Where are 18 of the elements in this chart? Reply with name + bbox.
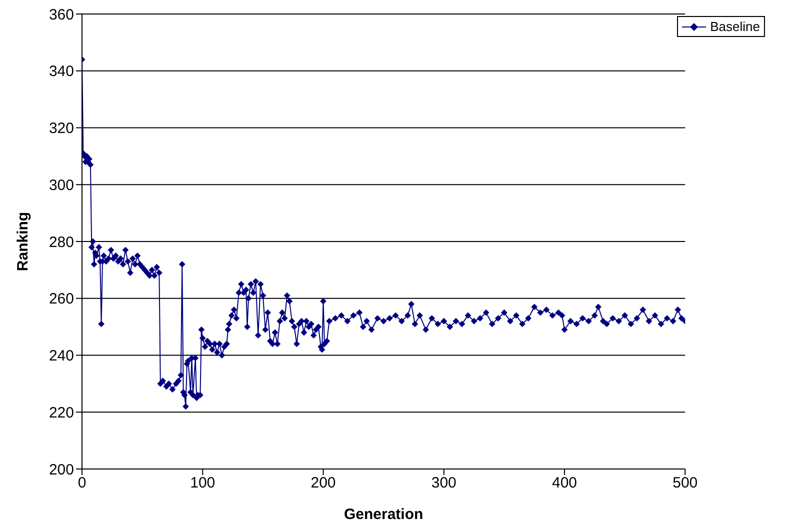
y-tick-label: 220 bbox=[48, 404, 74, 422]
y-axis-title: Ranking bbox=[14, 212, 32, 272]
y-tick-label: 340 bbox=[48, 63, 74, 80]
x-tick-label: 0 bbox=[78, 474, 86, 492]
y-tick-label: 320 bbox=[48, 120, 74, 138]
x-tick-label: 300 bbox=[431, 474, 456, 492]
y-tick-label: 200 bbox=[48, 461, 74, 478]
y-tick-label: 240 bbox=[48, 348, 74, 365]
y-tick-label: 260 bbox=[48, 290, 74, 308]
x-tick-label: 200 bbox=[310, 474, 336, 492]
x-tick-label: 400 bbox=[552, 474, 578, 492]
y-tick-label: 360 bbox=[48, 6, 74, 24]
legend-label: Baseline bbox=[710, 19, 760, 34]
x-tick-label: 500 bbox=[672, 474, 698, 492]
y-tick-label: 300 bbox=[48, 176, 74, 194]
y-tick-label: 280 bbox=[48, 234, 74, 251]
x-axis-title: Generation bbox=[344, 506, 424, 523]
x-tick-label: 100 bbox=[190, 474, 216, 492]
